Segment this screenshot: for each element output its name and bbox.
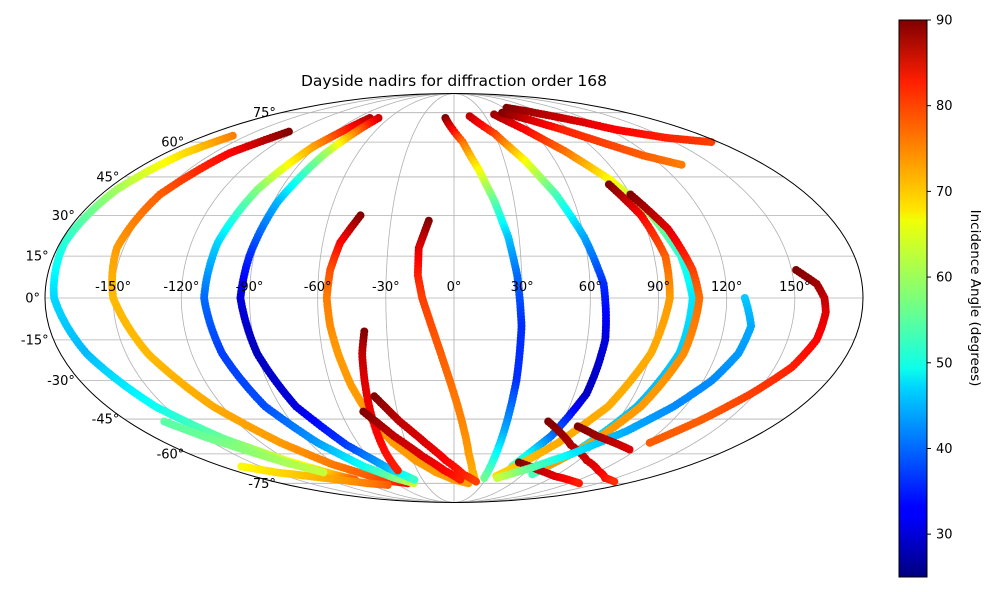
colorbar-tick-label: 70: [936, 185, 953, 200]
colorbar-ticks: 30 40 50 60 70 80 90: [927, 14, 953, 543]
latitude-tick-label: -15°: [21, 333, 49, 348]
latitude-tick-label: -30°: [47, 374, 75, 389]
latitude-tick-label: 15°: [26, 250, 49, 265]
colorbar-tick-label: 60: [936, 271, 953, 286]
nadir-point: [528, 470, 537, 479]
latitude-tick-label: 60°: [161, 136, 184, 151]
chart-title: Dayside nadirs for diffraction order 168: [301, 72, 607, 90]
colorbar-tick-label: 40: [936, 442, 953, 457]
longitude-tick-label: -150°: [95, 280, 131, 295]
colorbar-tick-label: 30: [936, 528, 953, 543]
nadir-point: [410, 475, 419, 484]
latitude-tick-label: -75°: [248, 477, 276, 492]
longitude-tick-label: -30°: [372, 280, 400, 295]
colorbar: [898, 19, 928, 578]
nadir-point: [480, 474, 489, 482]
nadir-point: [645, 438, 654, 447]
latitude-tick-label: 75°: [253, 106, 276, 121]
latitude-tick-label: -60°: [157, 447, 185, 462]
colorbar-tick-label: 50: [936, 356, 953, 371]
nadir-point: [677, 160, 686, 169]
nadir-point: [575, 479, 583, 488]
longitude-tick-label: 90°: [647, 280, 670, 295]
longitude-tick-labels: -150° -120° -90° -60° -30° 0° 30° 60° 90° 120° 150…: [95, 280, 810, 295]
latitude-tick-label: 45°: [96, 170, 119, 185]
scatter-points: [49, 103, 830, 489]
nadir-point: [625, 445, 634, 454]
longitude-tick-label: 30°: [511, 280, 534, 295]
longitude-tick-label: -90°: [236, 280, 264, 295]
colorbar-tick-label: 90: [936, 14, 953, 29]
latitude-tick-label: -45°: [92, 413, 120, 428]
latitude-tick-label: 0°: [25, 292, 40, 307]
nadir-point: [319, 468, 328, 477]
longitude-tick-label: 60°: [579, 280, 602, 295]
longitude-tick-label: 120°: [711, 280, 742, 295]
nadir-point: [493, 474, 502, 482]
latitude-tick-label: 30°: [52, 209, 75, 224]
longitude-tick-label: -120°: [163, 280, 199, 295]
nadir-point: [393, 466, 402, 475]
nadir-point: [610, 477, 619, 486]
nadir-point: [237, 462, 246, 471]
latitude-tick-labels: -75° -60° -45° -30° -15° 0° 15° 30° 45° 60° 75°: [21, 106, 276, 492]
graticule-grid: [45, 93, 863, 503]
nadir-point: [472, 477, 480, 486]
longitude-tick-label: 0°: [447, 280, 462, 295]
nadir-point: [456, 475, 465, 484]
colorbar-tick-label: 80: [936, 99, 953, 114]
colorbar-label: Incidence Angle (degrees): [967, 210, 983, 387]
longitude-tick-label: 150°: [779, 280, 810, 295]
map-boundary: [44, 93, 864, 503]
longitude-tick-label: -60°: [304, 280, 332, 295]
